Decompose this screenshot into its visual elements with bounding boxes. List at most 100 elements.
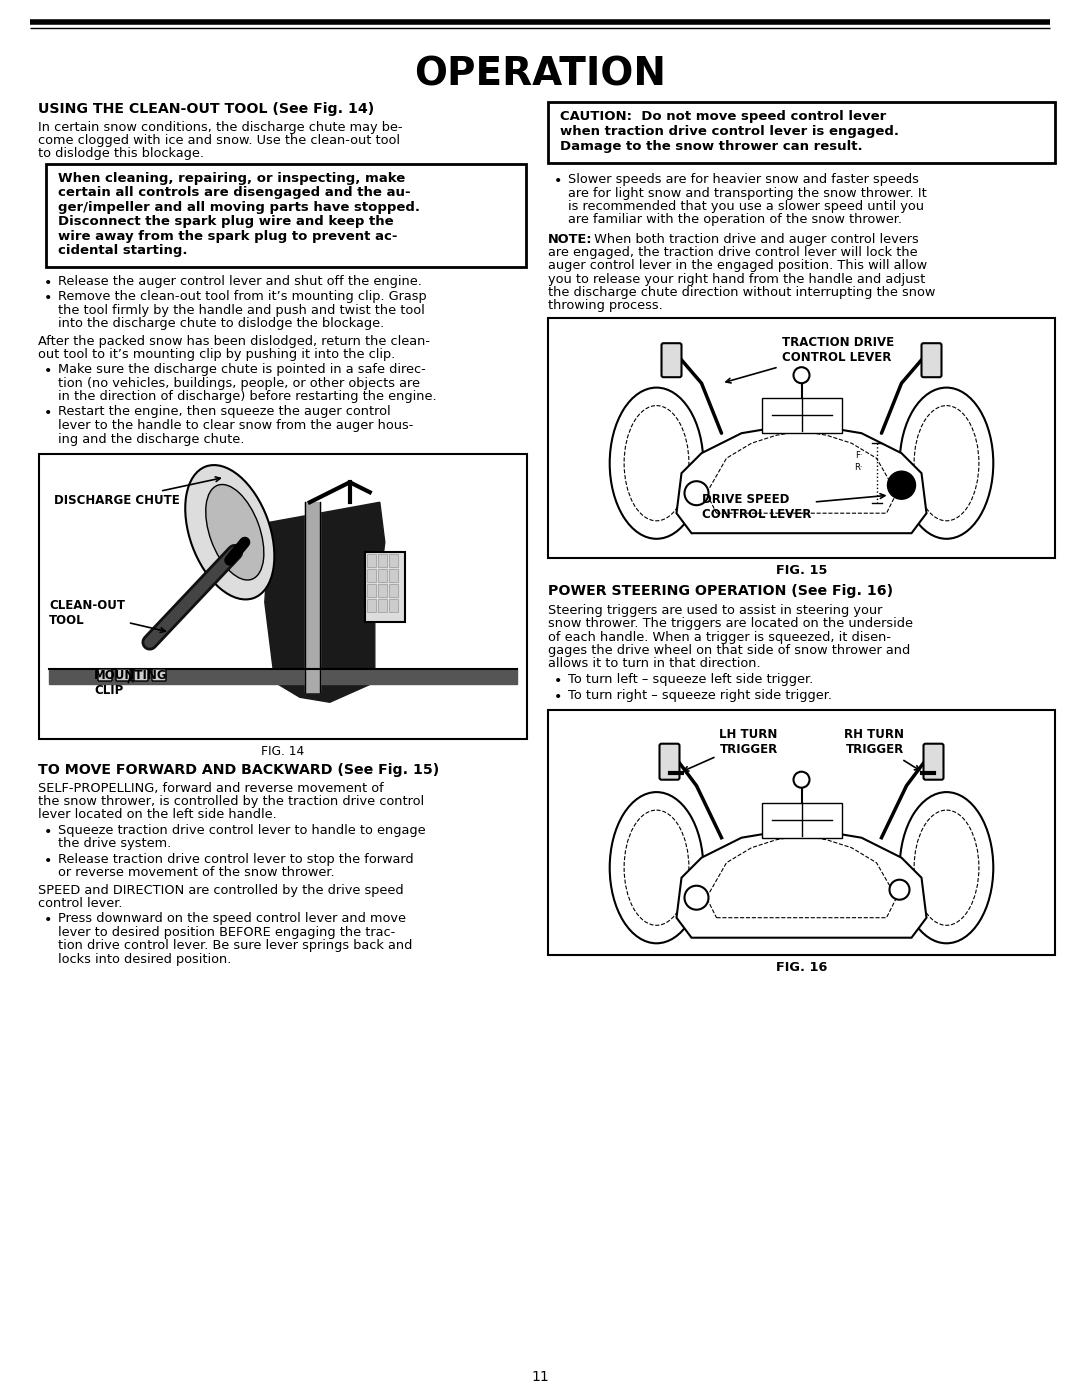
Bar <box>548 319 1055 559</box>
Text: cidental starting.: cidental starting. <box>58 244 188 257</box>
Text: of each handle. When a trigger is squeezed, it disen-: of each handle. When a trigger is squeez… <box>548 630 891 644</box>
Text: to dislodge this blockage.: to dislodge this blockage. <box>38 148 204 161</box>
Polygon shape <box>49 669 517 685</box>
Ellipse shape <box>624 405 689 521</box>
Ellipse shape <box>914 405 978 521</box>
Text: Slower speeds are for heavier snow and faster speeds: Slower speeds are for heavier snow and f… <box>568 173 919 186</box>
FancyBboxPatch shape <box>152 669 166 680</box>
FancyBboxPatch shape <box>660 743 679 780</box>
Ellipse shape <box>610 387 703 539</box>
Polygon shape <box>706 432 896 513</box>
Text: Press downward on the speed control lever and move: Press downward on the speed control leve… <box>58 912 406 925</box>
Bar <box>389 555 397 567</box>
Text: RH TURN
TRIGGER: RH TURN TRIGGER <box>845 728 919 770</box>
Text: R·: R· <box>854 464 863 472</box>
Text: •: • <box>44 407 52 420</box>
Bar <box>761 398 841 433</box>
Text: throwing process.: throwing process. <box>548 299 663 312</box>
Bar <box>548 102 1055 163</box>
Bar <box>378 584 387 598</box>
Text: When both traction drive and auger control levers: When both traction drive and auger contr… <box>590 233 919 246</box>
Text: POWER STEERING OPERATION (See Fig. 16): POWER STEERING OPERATION (See Fig. 16) <box>548 584 893 598</box>
Text: lever to desired position BEFORE engaging the trac-: lever to desired position BEFORE engagin… <box>58 925 395 939</box>
Text: ing and the discharge chute.: ing and the discharge chute. <box>58 433 244 446</box>
Text: •: • <box>44 914 52 928</box>
Text: •: • <box>44 291 52 305</box>
Text: the snow thrower, is controlled by the traction drive control: the snow thrower, is controlled by the t… <box>38 795 424 809</box>
Text: Damage to the snow thrower can result.: Damage to the snow thrower can result. <box>561 140 863 154</box>
Text: •: • <box>44 275 52 289</box>
Polygon shape <box>305 503 320 693</box>
Text: you to release your right hand from the handle and adjust: you to release your right hand from the … <box>548 272 926 285</box>
Bar <box>365 552 405 622</box>
Text: 11: 11 <box>531 1370 549 1384</box>
Text: snow thrower. The triggers are located on the underside: snow thrower. The triggers are located o… <box>548 617 913 630</box>
Text: FIG. 16: FIG. 16 <box>775 961 827 974</box>
Text: In certain snow conditions, the discharge chute may be-: In certain snow conditions, the discharg… <box>38 122 403 134</box>
Bar <box>378 555 387 567</box>
Text: OPERATION: OPERATION <box>414 56 666 94</box>
FancyBboxPatch shape <box>661 344 681 377</box>
Text: MOUNTING
CLIP: MOUNTING CLIP <box>94 669 167 697</box>
FancyBboxPatch shape <box>98 669 112 680</box>
Text: out tool to it’s mounting clip by pushing it into the clip.: out tool to it’s mounting clip by pushin… <box>38 348 395 360</box>
Bar <box>389 584 397 598</box>
Bar <box>389 599 397 612</box>
Ellipse shape <box>206 485 264 580</box>
Text: are familiar with the operation of the snow thrower.: are familiar with the operation of the s… <box>568 214 902 226</box>
Text: are for light snow and transporting the snow thrower. It: are for light snow and transporting the … <box>568 187 927 200</box>
Text: or reverse movement of the snow thrower.: or reverse movement of the snow thrower. <box>58 866 335 879</box>
Text: DRIVE SPEED
CONTROL LEVER: DRIVE SPEED CONTROL LEVER <box>702 493 885 521</box>
Text: tion (no vehicles, buildings, people, or other objects are: tion (no vehicles, buildings, people, or… <box>58 377 420 390</box>
Text: CAUTION:  Do not move speed control lever: CAUTION: Do not move speed control lever <box>561 110 887 123</box>
Text: •: • <box>44 854 52 868</box>
Text: TRACTION DRIVE
CONTROL LEVER: TRACTION DRIVE CONTROL LEVER <box>726 337 893 383</box>
Bar <box>367 599 376 612</box>
Text: into the discharge chute to dislodge the blockage.: into the discharge chute to dislodge the… <box>58 317 384 330</box>
Bar <box>367 555 376 567</box>
Text: the tool firmly by the handle and push and twist the tool: the tool firmly by the handle and push a… <box>58 303 424 317</box>
Circle shape <box>685 886 708 909</box>
Text: •: • <box>554 675 563 689</box>
Text: CLEAN-OUT
TOOL: CLEAN-OUT TOOL <box>49 599 165 633</box>
Polygon shape <box>676 423 927 534</box>
Text: When cleaning, repairing, or inspecting, make: When cleaning, repairing, or inspecting,… <box>58 172 405 184</box>
Text: Make sure the discharge chute is pointed in a safe direc-: Make sure the discharge chute is pointed… <box>58 363 426 376</box>
Bar <box>389 569 397 583</box>
Ellipse shape <box>186 465 274 599</box>
Text: are engaged, the traction drive control lever will lock the: are engaged, the traction drive control … <box>548 246 918 260</box>
Text: After the packed snow has been dislodged, return the clean-: After the packed snow has been dislodged… <box>38 335 430 348</box>
Circle shape <box>888 471 916 499</box>
Text: SPEED and DIRECTION are controlled by the drive speed: SPEED and DIRECTION are controlled by th… <box>38 883 404 897</box>
Text: the drive system.: the drive system. <box>58 837 172 851</box>
Polygon shape <box>706 835 896 918</box>
Text: ger/impeller and all moving parts have stopped.: ger/impeller and all moving parts have s… <box>58 201 420 214</box>
Text: allows it to turn in that direction.: allows it to turn in that direction. <box>548 657 760 671</box>
Text: •: • <box>554 690 563 704</box>
Ellipse shape <box>914 810 978 925</box>
Text: Steering triggers are used to assist in steering your: Steering triggers are used to assist in … <box>548 604 882 617</box>
Bar <box>378 569 387 583</box>
Text: FIG. 15: FIG. 15 <box>775 564 827 577</box>
Text: FIG. 14: FIG. 14 <box>261 745 305 759</box>
Text: SELF-PROPELLING, forward and reverse movement of: SELF-PROPELLING, forward and reverse mov… <box>38 782 383 795</box>
Circle shape <box>685 481 708 506</box>
Text: is recommended that you use a slower speed until you: is recommended that you use a slower spe… <box>568 200 924 212</box>
Text: auger control lever in the engaged position. This will allow: auger control lever in the engaged posit… <box>548 260 927 272</box>
Text: •: • <box>554 175 563 189</box>
Text: F·: F· <box>855 451 863 460</box>
Circle shape <box>794 771 810 788</box>
Text: •: • <box>44 365 52 379</box>
Circle shape <box>794 367 810 383</box>
FancyBboxPatch shape <box>923 743 944 780</box>
Bar <box>548 710 1055 956</box>
Text: Disconnect the spark plug wire and keep the: Disconnect the spark plug wire and keep … <box>58 215 393 228</box>
Bar <box>378 599 387 612</box>
Text: Squeeze traction drive control lever to handle to engage: Squeeze traction drive control lever to … <box>58 824 426 837</box>
Circle shape <box>890 880 909 900</box>
Text: Release traction drive control lever to stop the forward: Release traction drive control lever to … <box>58 852 414 866</box>
Text: control lever.: control lever. <box>38 897 122 909</box>
Text: LH TURN
TRIGGER: LH TURN TRIGGER <box>684 728 778 771</box>
Text: the discharge chute direction without interrupting the snow: the discharge chute direction without in… <box>548 286 935 299</box>
Text: lever located on the left side handle.: lever located on the left side handle. <box>38 809 276 821</box>
